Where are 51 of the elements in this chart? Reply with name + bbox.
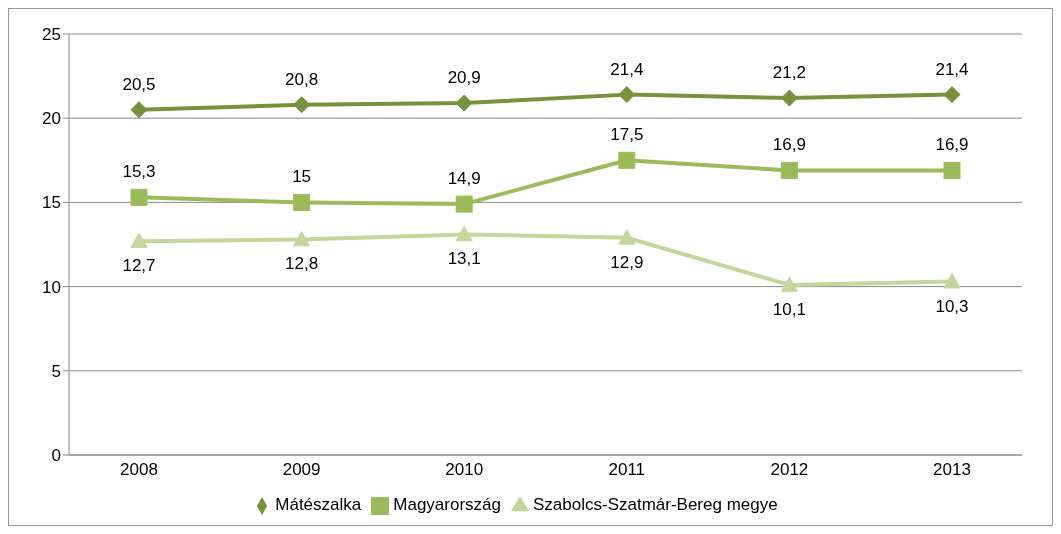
x-tick-label: 2011 (608, 460, 646, 480)
data-label: 12,9 (610, 252, 644, 272)
data-label: 16,9 (935, 135, 969, 155)
data-label: 16,9 (772, 135, 806, 155)
point (780, 161, 798, 179)
x-tick-label: 2010 (445, 460, 484, 480)
data-label: 20,5 (122, 74, 156, 94)
data-label: 20,8 (285, 69, 319, 89)
point (130, 232, 148, 249)
data-label: 17,5 (610, 125, 644, 145)
data-label: 12,8 (285, 254, 319, 274)
point (455, 195, 473, 213)
data-label: 10,1 (772, 299, 806, 319)
legend-label: Szabolcs-Szatmár-Bereg megye (532, 495, 778, 514)
point (618, 151, 636, 169)
data-label: 21,4 (610, 59, 644, 79)
data-label: 21,4 (935, 59, 969, 79)
y-tick-label: 5 (51, 361, 61, 381)
data-label: 12,7 (122, 256, 156, 276)
point (293, 96, 311, 114)
y-tick-label: 0 (51, 446, 61, 466)
data-label: 13,1 (447, 249, 481, 269)
point (943, 86, 961, 104)
point (618, 229, 636, 245)
data-label: 10,3 (935, 296, 969, 316)
point (455, 225, 473, 242)
y-tick-label: 25 (42, 25, 61, 45)
x-tick-label: 2009 (282, 460, 321, 480)
y-tick-label: 20 (42, 109, 61, 129)
point (293, 193, 311, 211)
legend-label: Mátészalka (275, 495, 362, 514)
data-label: 15 (292, 167, 312, 187)
x-tick-label: 2013 (933, 460, 971, 480)
y-tick-label: 15 (42, 193, 61, 213)
x-tick-label: 2008 (120, 460, 158, 480)
point (943, 273, 961, 289)
point (130, 188, 148, 206)
point (780, 89, 798, 107)
legend-label: Magyarország (393, 495, 501, 514)
point (293, 230, 311, 247)
point (455, 94, 473, 112)
data-label: 21,2 (772, 62, 806, 82)
x-tick-label: 2012 (770, 460, 809, 480)
data-label: 15,3 (122, 162, 156, 182)
point (618, 86, 636, 104)
data-label: 20,9 (447, 68, 481, 88)
point (130, 101, 148, 119)
point (780, 276, 798, 292)
y-tick-label: 10 (42, 277, 61, 297)
point (943, 161, 961, 179)
data-label: 14,9 (447, 169, 481, 189)
